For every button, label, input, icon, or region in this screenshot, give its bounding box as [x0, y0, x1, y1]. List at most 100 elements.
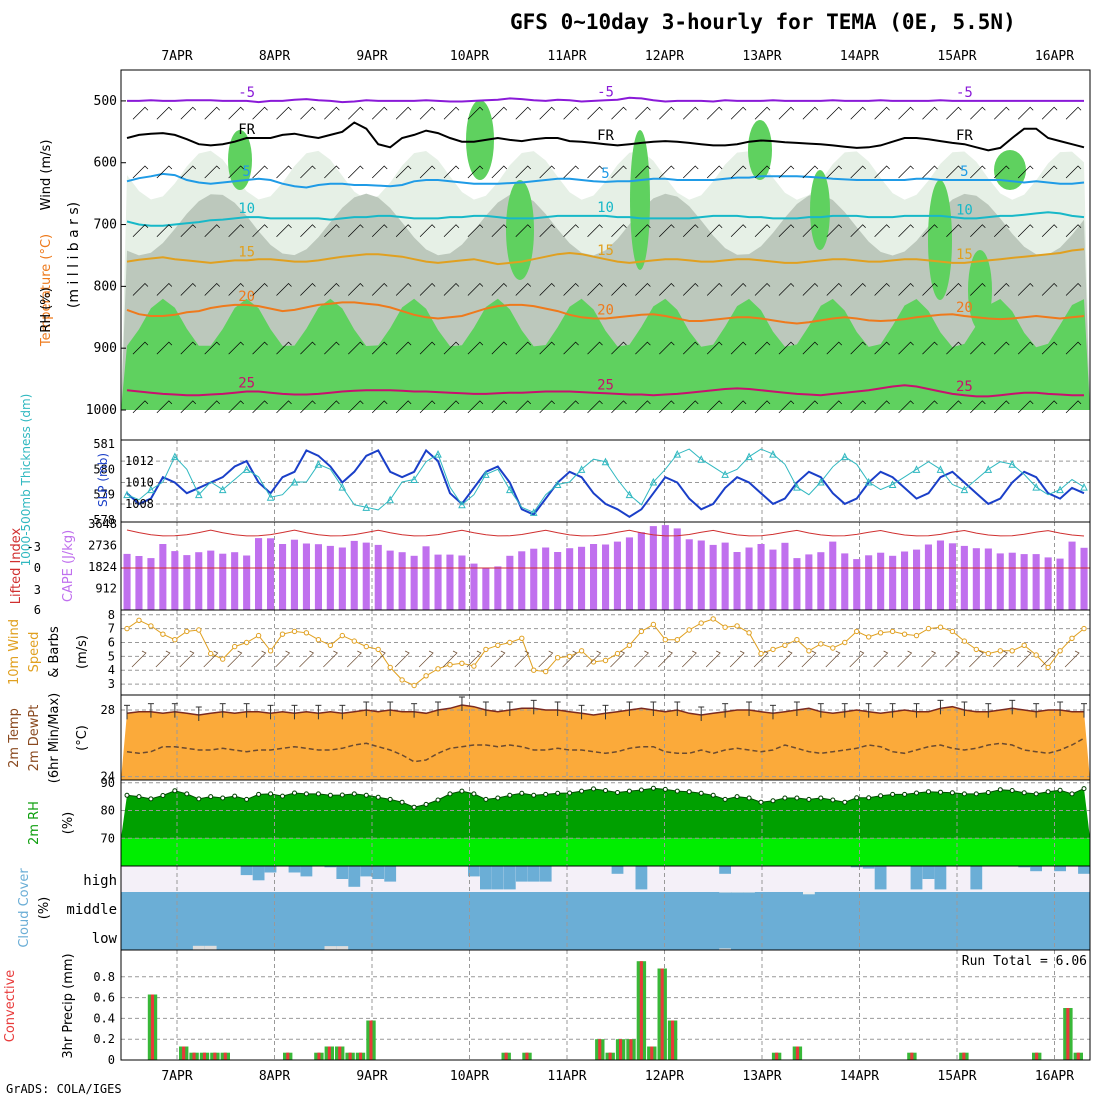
wind-speed-point — [279, 631, 286, 637]
wind-barb — [180, 165, 197, 179]
thickness-marker — [410, 475, 418, 483]
wind-barb — [419, 165, 436, 179]
wind-barb — [276, 224, 292, 237]
cape-bar — [829, 541, 837, 610]
high-cloud-bar — [480, 866, 492, 890]
precip-convective-bar — [338, 1046, 342, 1060]
low-cloud-bar — [192, 945, 205, 950]
high-cloud-bar — [539, 866, 552, 882]
cape-bar — [554, 552, 562, 610]
thickness-tick: 579 — [93, 488, 115, 502]
thickness-marker — [386, 495, 394, 504]
wind-barb — [587, 224, 603, 237]
wind-speed-point — [1033, 652, 1039, 658]
wind-barb — [395, 165, 412, 179]
wind-speed-tick: 6 — [108, 635, 115, 649]
rh-cell — [228, 130, 252, 190]
thickness-marker — [960, 485, 969, 494]
wind-barb — [563, 341, 579, 355]
temp2m-axis-label: 2m Temp — [7, 708, 22, 768]
wind-speed-point — [255, 632, 262, 639]
wind-speed-point — [519, 635, 525, 641]
rh-point — [256, 791, 262, 797]
wind-barb — [132, 400, 149, 414]
wind-barb — [467, 165, 484, 179]
temperature-contour — [126, 301, 1085, 325]
wind-barb — [970, 282, 986, 296]
precip-convective-bar — [775, 1052, 779, 1060]
surface-wind-barb — [681, 650, 697, 668]
temperature-tick: 28 — [101, 703, 115, 717]
surface-wind-barb — [705, 650, 721, 668]
wind-speed-point — [423, 673, 429, 679]
cape-bar — [984, 548, 992, 610]
wind-barb — [180, 282, 197, 296]
wind-barb — [659, 165, 675, 179]
mid-cloud-bar — [743, 892, 755, 893]
rh-point — [638, 787, 644, 793]
contour-label: 15 — [956, 247, 973, 263]
rh-point — [770, 798, 776, 804]
wind-barb — [874, 341, 890, 355]
wind-barb — [635, 106, 651, 120]
cape-bar — [506, 555, 514, 610]
slp-frame — [120, 439, 1091, 523]
high-cloud-bar — [1078, 866, 1090, 874]
high-cloud-bar — [1018, 866, 1031, 868]
wind-speed-point — [997, 648, 1003, 654]
wind-speed-tick: 3 — [108, 677, 115, 691]
wind-barb — [539, 106, 555, 120]
surface-wind-barb — [634, 650, 649, 668]
wind-barb — [659, 224, 675, 237]
surface-wind-barb — [442, 650, 458, 668]
wind-barb — [252, 341, 268, 355]
wind-barb — [922, 224, 938, 237]
wind-speed-point — [818, 641, 824, 647]
wind-speed-point — [1069, 635, 1075, 641]
rh-band — [121, 298, 1090, 410]
surface-wind-barb — [610, 650, 626, 668]
wind-barb — [276, 341, 292, 355]
thickness-tick: 580 — [93, 462, 115, 476]
cape-bar — [793, 558, 801, 610]
top-date-label: 13APR — [742, 49, 781, 64]
wind-barb — [994, 400, 1010, 414]
surface-wind-barb — [945, 650, 961, 668]
wind-speed-point — [411, 682, 417, 689]
lifted-index-line — [126, 529, 1085, 537]
rh-area — [121, 788, 1090, 839]
wind-speed-point — [495, 642, 501, 648]
rh-point — [806, 796, 812, 802]
cape-bar — [171, 551, 179, 610]
thickness-marker — [1032, 482, 1040, 491]
cape-bar — [1044, 557, 1052, 610]
surface-wind-barb — [203, 650, 219, 668]
wind-barb — [826, 106, 843, 120]
wind-barb — [395, 224, 412, 237]
wind-barb — [706, 282, 723, 296]
thickness-marker — [769, 450, 777, 458]
wind-barb — [1065, 282, 1082, 296]
wind-barb — [348, 282, 364, 296]
wind-speed-point — [722, 624, 728, 630]
surface-wind-barb — [777, 650, 793, 668]
wind-barb — [371, 165, 388, 179]
cape-bar — [817, 552, 825, 610]
wind-barb — [611, 400, 627, 414]
wind-barb — [706, 106, 723, 120]
rh-point — [447, 791, 453, 797]
high-cloud-bar — [527, 866, 540, 882]
precip-convective-bar — [202, 1052, 206, 1060]
thickness-marker — [745, 452, 753, 461]
below-ground — [121, 410, 1090, 440]
wind-barb — [539, 282, 555, 296]
credit-label: GrADS: COLA/IGES — [6, 1082, 122, 1096]
cape-bar — [219, 553, 227, 610]
rh-point — [244, 796, 250, 802]
wind-barb — [563, 224, 579, 237]
wind10m-frame — [120, 609, 1091, 696]
surface-wind-barb — [466, 650, 482, 668]
wind-barb — [467, 282, 484, 296]
thickness-marker — [290, 477, 299, 486]
